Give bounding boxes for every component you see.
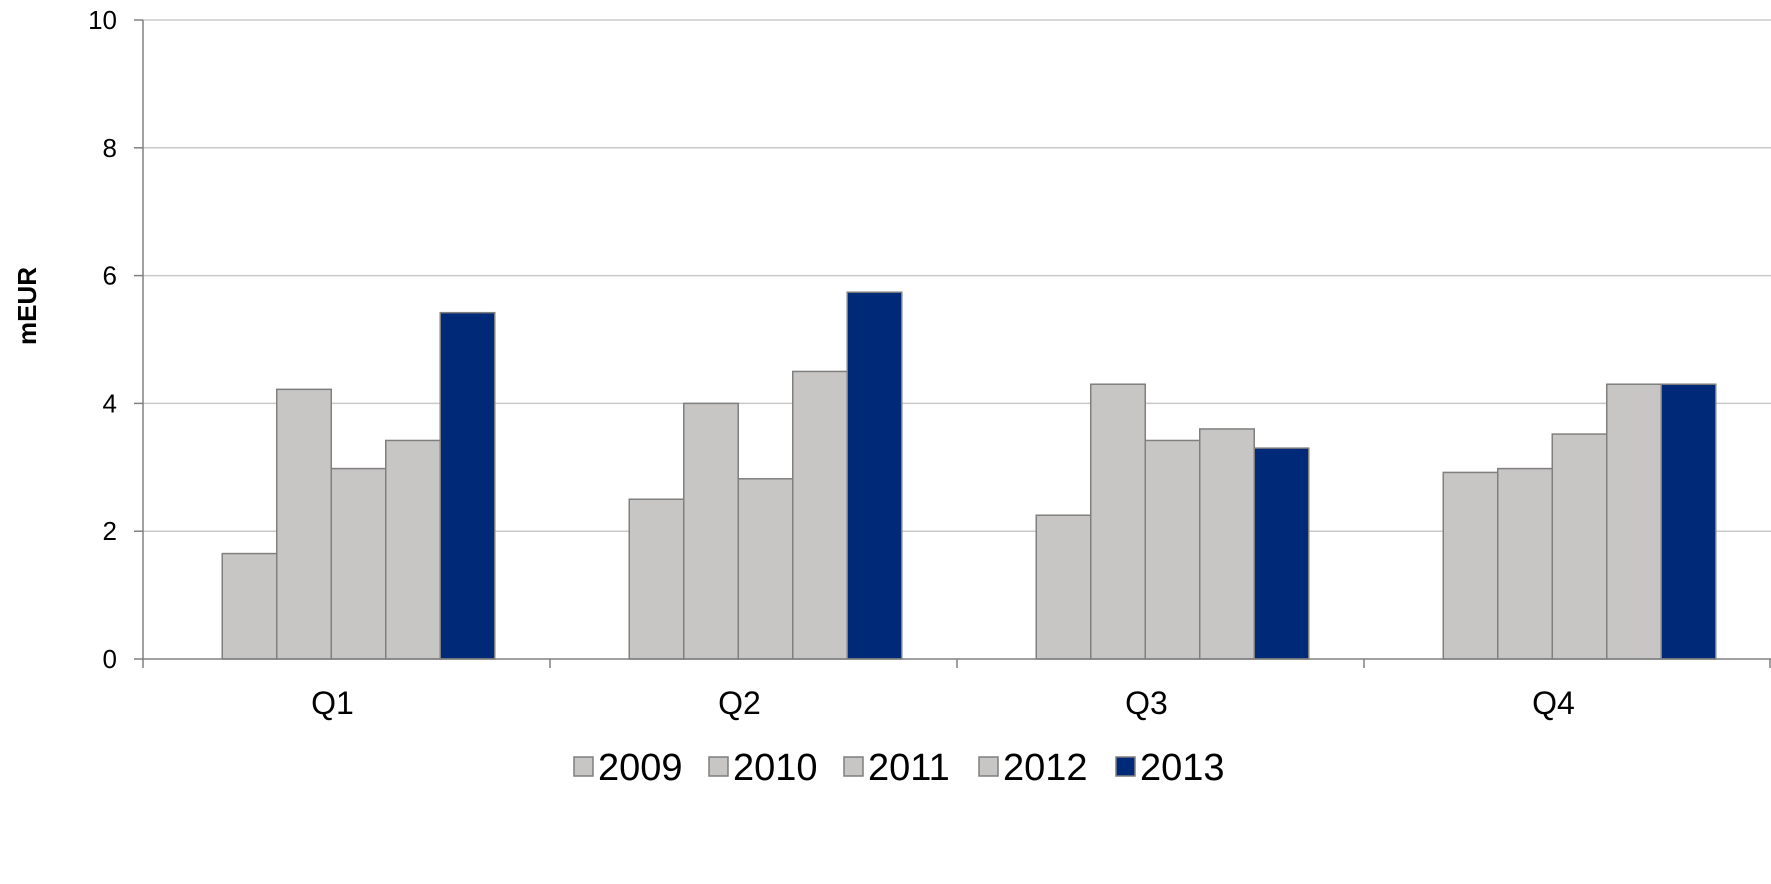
legend-label-2013: 2013 — [1140, 747, 1225, 789]
bar-q3-2011 — [1144, 439, 1201, 660]
bar-q4-2013 — [1660, 383, 1717, 660]
legend-swatch-2009 — [573, 756, 594, 777]
bar-q2-2012 — [792, 370, 848, 660]
bar-q3-2009 — [1035, 514, 1092, 660]
bar-q2-2010 — [683, 402, 739, 660]
bar-q4-2012 — [1606, 383, 1662, 660]
bar-q1-2010 — [276, 388, 332, 660]
bar-q4-2011 — [1551, 433, 1608, 660]
x-category-label: Q1 — [311, 685, 354, 721]
legend-swatch-2013 — [1115, 756, 1136, 777]
bar-q2-2009 — [628, 498, 685, 660]
legend-swatch-2012 — [978, 756, 999, 777]
x-category-label: Q4 — [1532, 685, 1575, 721]
bar-q1-2013 — [439, 311, 496, 660]
y-tick-label: 10 — [88, 5, 117, 35]
bar-q1-2012 — [385, 439, 441, 660]
x-category-label: Q2 — [718, 685, 761, 721]
y-tick-label: 4 — [103, 388, 117, 418]
bar-q3-2013 — [1253, 447, 1310, 660]
axes — [134, 19, 1771, 668]
legend-label-2012: 2012 — [1003, 747, 1088, 789]
bar-q1-2011 — [330, 467, 387, 660]
legend-label-2009: 2009 — [598, 747, 683, 789]
legend-swatch-2010 — [708, 756, 729, 777]
x-category-label: Q3 — [1125, 685, 1168, 721]
bar-q3-2010 — [1090, 383, 1146, 660]
bar-q1-2009 — [221, 552, 278, 660]
legend-swatch-2011 — [843, 756, 864, 777]
y-tick-labels: 0 2 4 6 8 10 — [88, 5, 117, 674]
y-tick-label: 6 — [103, 261, 117, 291]
bar-q4-2009 — [1442, 471, 1499, 660]
bars — [221, 291, 1717, 660]
bar-q2-2013 — [846, 291, 903, 660]
legend-label-2010: 2010 — [733, 747, 818, 789]
y-axis-title: mEUR — [12, 267, 42, 345]
y-tick-label: 0 — [103, 644, 117, 674]
bar-q3-2012 — [1199, 428, 1255, 660]
legend-label-2011: 2011 — [868, 747, 950, 789]
x-category-labels: Q1 Q2 Q3 Q4 — [311, 685, 1575, 721]
bar-q4-2010 — [1497, 467, 1553, 660]
bar-q2-2011 — [737, 478, 794, 660]
y-tick-label: 8 — [103, 133, 117, 163]
legend: 2009 2010 2011 2012 2013 — [573, 747, 1225, 789]
y-tick-label: 2 — [103, 516, 117, 546]
